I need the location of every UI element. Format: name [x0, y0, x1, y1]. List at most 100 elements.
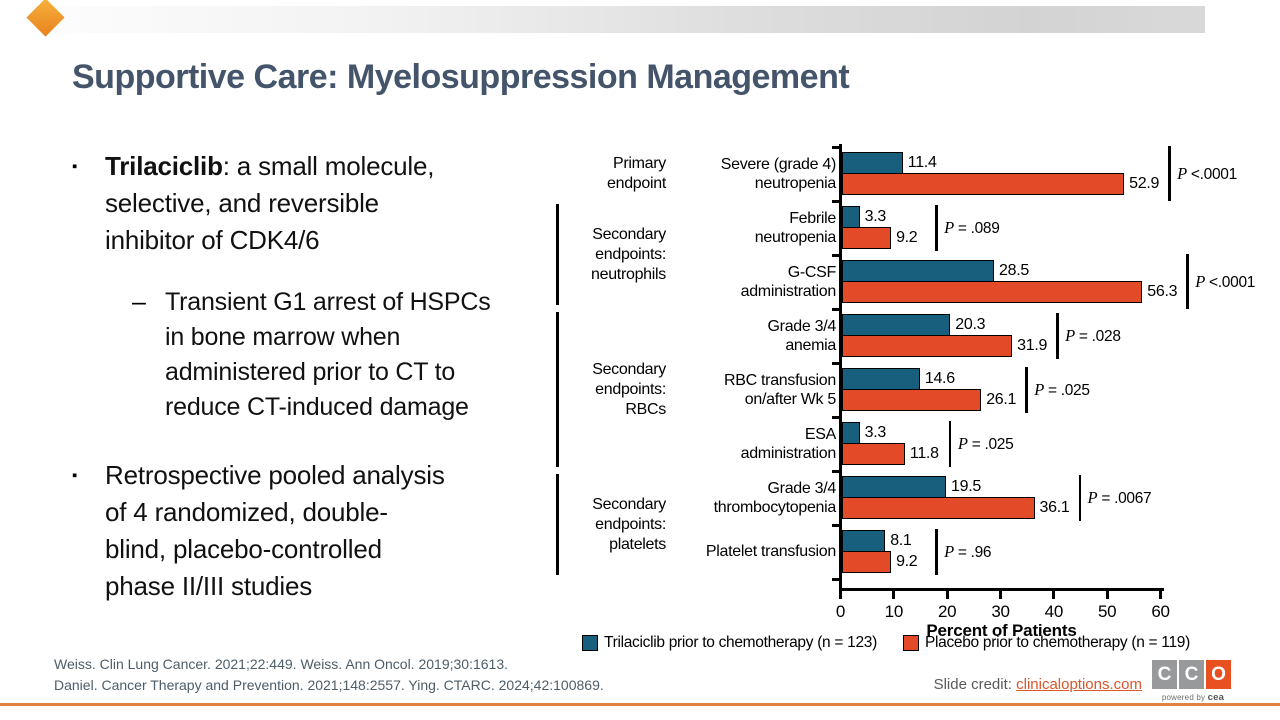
p-value-bracket	[935, 529, 938, 575]
bullet-marker: ▪	[72, 158, 78, 175]
bullet-marker: ▪	[72, 467, 78, 484]
value-label-placebo: 26.1	[986, 391, 1017, 408]
x-tick	[999, 588, 1002, 599]
p-value-bracket	[935, 205, 938, 251]
x-tick	[839, 588, 842, 599]
category-label: RBC transfusion on/after Wk 5	[724, 371, 836, 408]
bar-chart: 0 10 20 30 40 50 60 Percent of Patients Severe (…	[556, 142, 1272, 657]
value-label-placebo: 9.2	[896, 553, 918, 570]
x-tick-label: 0	[835, 602, 846, 621]
p-label: P	[944, 542, 954, 561]
bullet-list: ▪ Trilaciclib: a small molecule, selecti…	[72, 148, 562, 605]
p-value-bracket	[1056, 313, 1059, 359]
category-label: Febrile neutropenia	[754, 209, 837, 246]
category-label: ESA administration	[740, 425, 837, 462]
category-tick	[832, 524, 840, 527]
category-tick	[832, 578, 840, 581]
bar-placebo	[842, 281, 1143, 303]
reference-line-2: Daniel. Cancer Therapy and Prevention. 2…	[54, 677, 604, 693]
bar-placebo	[842, 335, 1013, 357]
bar-trilaciclib	[842, 530, 886, 552]
p-value: P = .028	[1065, 326, 1121, 345]
group-bracket	[556, 204, 559, 305]
sub-bullet-marker: –	[132, 288, 146, 316]
legend-swatch	[902, 635, 919, 651]
value-label-placebo: 56.3	[1147, 283, 1178, 300]
group-bracket	[556, 312, 559, 467]
x-tick-label: 50	[1098, 602, 1117, 621]
p-label: P	[1195, 272, 1206, 291]
bar-trilaciclib	[842, 314, 951, 336]
slide-credit-link[interactable]: clinicaloptions.com	[1016, 676, 1142, 693]
legend-item-placebo: Placebo prior to chemotherapy (n = 119)	[902, 634, 1190, 652]
p-value-bracket	[1078, 475, 1082, 521]
group-label-3: Secondary endpoints: platelets	[592, 495, 666, 553]
category-tick	[832, 308, 840, 311]
bar-placebo	[842, 497, 1035, 519]
x-tick	[945, 588, 949, 599]
bullet-retrospective: ▪ Retrospective pooled analysis of 4 ran…	[72, 457, 562, 605]
bar-placebo	[842, 227, 892, 249]
bullet-trilaciclib-text: Trilaciclib: a small molecule, selective…	[105, 148, 560, 259]
bottom-divider	[0, 703, 1280, 706]
p-value-bracket	[1186, 254, 1189, 309]
value-label-trilaciclib: 3.3	[864, 208, 887, 225]
x-tick-label: 20	[938, 602, 957, 621]
bullet-trilaciclib: ▪ Trilaciclib: a small molecule, selecti…	[72, 148, 562, 259]
bar-trilaciclib	[842, 206, 860, 228]
p-label: P	[944, 218, 954, 237]
bar-placebo	[842, 443, 905, 465]
bar-trilaciclib	[842, 260, 994, 282]
value-label-placebo: 36.1	[1039, 499, 1070, 516]
category-tick	[832, 200, 840, 203]
x-tick-label: 10	[884, 602, 904, 621]
category-tick	[832, 362, 840, 365]
x-tick-label: 30	[991, 602, 1010, 621]
p-value: P = .96	[944, 542, 992, 561]
p-value: P <.0001	[1177, 164, 1237, 183]
category-label: Grade 3/4 anemia	[767, 317, 837, 354]
x-tick	[892, 588, 896, 599]
logo-square-o: O	[1206, 660, 1231, 689]
p-value: P = .0067	[1087, 488, 1152, 507]
p-value-bracket	[1025, 367, 1028, 413]
legend: Trilaciclib prior to chemotherapy (n = 1…	[456, 634, 1280, 652]
p-value: P <.0001	[1195, 272, 1256, 291]
slide-credit: Slide credit: clinicaloptions.com	[934, 676, 1142, 693]
value-label-placebo: 31.9	[1017, 337, 1048, 354]
group-label-2: Secondary endpoints: RBCs	[592, 360, 666, 418]
p-label: P	[1034, 380, 1044, 399]
group-label-1: Secondary endpoints: neutrophils	[591, 225, 666, 283]
legend-swatch	[582, 635, 598, 651]
legend-item-trilaciclib: Trilaciclib prior to chemotherapy (n = 1…	[582, 634, 877, 652]
category-label: Grade 3/4 thrombocytopenia	[713, 479, 837, 516]
bar-trilaciclib	[842, 476, 946, 498]
p-value: P = .089	[944, 218, 1000, 237]
value-label-trilaciclib: 19.5	[951, 478, 981, 495]
value-label-trilaciclib: 3.3	[864, 424, 887, 441]
value-label-placebo: 52.9	[1129, 175, 1160, 192]
page-title: Supportive Care: Myelosuppression Manage…	[72, 58, 850, 96]
category-tick	[832, 416, 840, 419]
p-label: P	[1065, 326, 1075, 345]
value-label-trilaciclib: 11.4	[907, 154, 937, 171]
category-tick	[832, 146, 840, 149]
x-tick	[1159, 588, 1162, 599]
p-label: P	[1177, 164, 1187, 183]
value-label-trilaciclib: 14.6	[924, 370, 955, 387]
cco-logo-squares: C C O	[1152, 660, 1234, 689]
slide-credit-label: Slide credit:	[933, 676, 1017, 693]
value-label-trilaciclib: 20.3	[955, 316, 986, 333]
logo-tagline: powered by cea	[1152, 692, 1234, 703]
value-label-trilaciclib: 28.5	[999, 262, 1029, 279]
bar-trilaciclib	[842, 422, 860, 444]
category-label: G-CSF administration	[740, 263, 837, 300]
p-value: P = .025	[957, 434, 1014, 453]
p-value-bracket	[948, 421, 952, 467]
p-label: P	[1087, 488, 1098, 507]
legend-label: Placebo prior to chemotherapy (n = 119)	[924, 634, 1190, 651]
legend-label: Trilaciclib prior to chemotherapy (n = 1…	[604, 634, 877, 651]
logo-square-c2: C	[1179, 660, 1204, 689]
x-axis-label: Percent of Patients	[926, 621, 1077, 640]
